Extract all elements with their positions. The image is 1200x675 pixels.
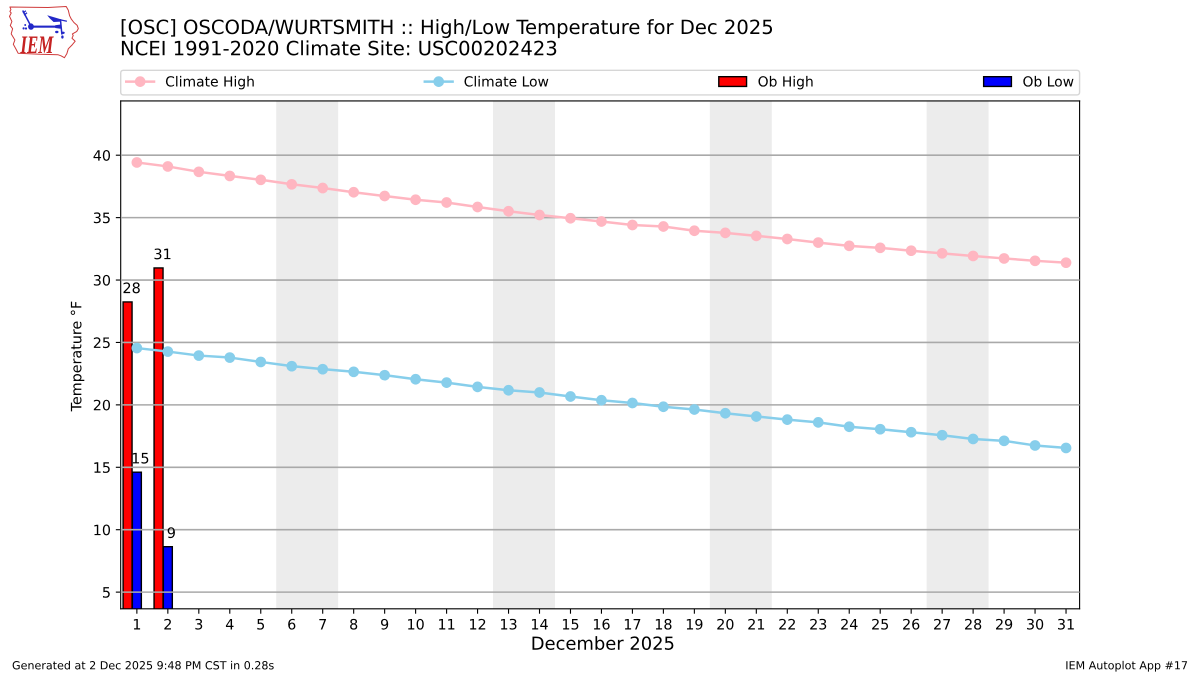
svg-text:IEM: IEM [20, 30, 54, 59]
